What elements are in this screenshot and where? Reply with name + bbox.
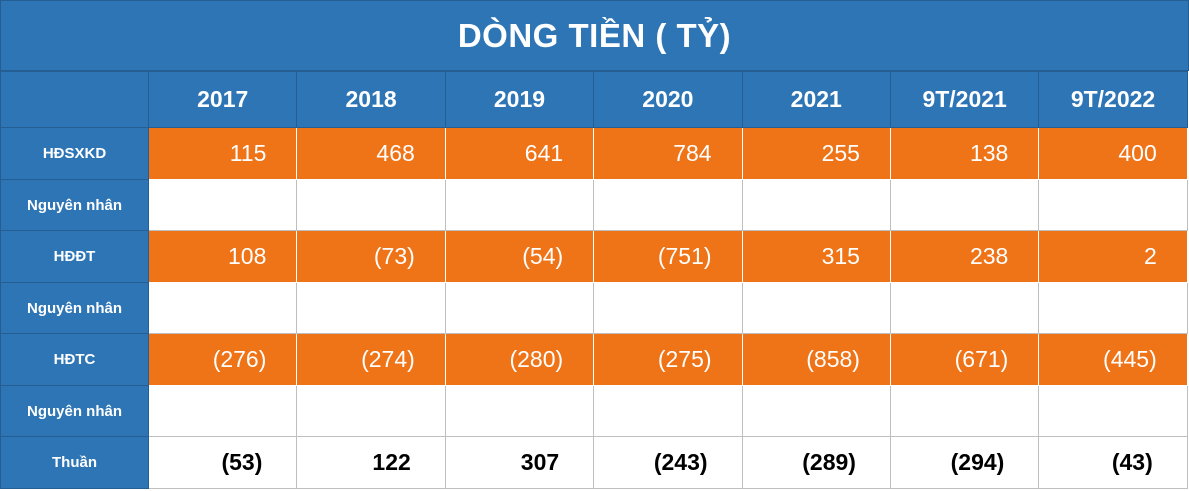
- value-cell: 784: [593, 127, 743, 180]
- value-cell: 255: [741, 127, 891, 180]
- row-label: Nguyên nhân: [0, 282, 149, 334]
- empty-cell: [147, 179, 298, 231]
- empty-cell: [147, 282, 298, 334]
- row-label: HĐSXKD: [0, 127, 149, 180]
- total-cell: (289): [741, 436, 891, 489]
- empty-cell: [1038, 385, 1188, 437]
- empty-cell: [444, 282, 595, 334]
- value-cell: (54): [444, 230, 595, 283]
- row-hdsxkd: HĐSXKD 115 468 641 784 255 138 400: [0, 127, 1188, 180]
- value-cell: (73): [296, 230, 446, 283]
- value-cell: 468: [296, 127, 446, 180]
- empty-cell: [1038, 282, 1188, 334]
- empty-cell: [741, 179, 891, 231]
- column-header: 2017: [147, 71, 298, 128]
- value-cell: (751): [593, 230, 743, 283]
- total-cell: (43): [1038, 436, 1188, 489]
- total-cell: (243): [593, 436, 743, 489]
- value-cell: (280): [444, 333, 595, 386]
- empty-cell: [741, 385, 891, 437]
- empty-cell: [593, 179, 743, 231]
- value-cell: (276): [147, 333, 298, 386]
- corner-cell: [0, 71, 149, 128]
- empty-cell: [444, 179, 595, 231]
- empty-cell: [296, 385, 446, 437]
- empty-cell: [889, 385, 1040, 437]
- column-header: 2020: [593, 71, 743, 128]
- value-cell: (858): [741, 333, 891, 386]
- empty-cell: [1038, 179, 1188, 231]
- column-header: 2018: [296, 71, 446, 128]
- cash-flow-table: 2017 2018 2019 2020 2021 9T/2021 9T/2022…: [0, 71, 1188, 489]
- value-cell: 115: [147, 127, 298, 180]
- row-hdtc: HĐTC (276) (274) (280) (275) (858) (671)…: [0, 333, 1188, 386]
- row-cause-3: Nguyên nhân: [0, 385, 1188, 437]
- row-label: HĐTC: [0, 333, 149, 386]
- column-header: 9T/2022: [1038, 71, 1188, 128]
- empty-cell: [296, 179, 446, 231]
- empty-cell: [593, 282, 743, 334]
- empty-cell: [741, 282, 891, 334]
- value-cell: (445): [1038, 333, 1188, 386]
- column-header: 2019: [444, 71, 595, 128]
- empty-cell: [147, 385, 298, 437]
- empty-cell: [889, 179, 1040, 231]
- row-label: Nguyên nhân: [0, 385, 149, 437]
- empty-cell: [296, 282, 446, 334]
- value-cell: 108: [147, 230, 298, 283]
- empty-cell: [889, 282, 1040, 334]
- total-cell: 307: [444, 436, 595, 489]
- value-cell: (275): [593, 333, 743, 386]
- column-header: 2021: [741, 71, 891, 128]
- header-row: 2017 2018 2019 2020 2021 9T/2021 9T/2022: [0, 71, 1188, 128]
- total-cell: (53): [147, 436, 298, 489]
- value-cell: 641: [444, 127, 595, 180]
- row-label: Nguyên nhân: [0, 179, 149, 231]
- value-cell: 138: [889, 127, 1040, 180]
- row-net: Thuần (53) 122 307 (243) (289) (294) (43…: [0, 436, 1188, 489]
- value-cell: 315: [741, 230, 891, 283]
- row-hddt: HĐĐT 108 (73) (54) (751) 315 238 2: [0, 230, 1188, 283]
- table-title: DÒNG TIỀN ( TỶ): [0, 0, 1189, 71]
- total-cell: 122: [296, 436, 446, 489]
- value-cell: 2: [1038, 230, 1188, 283]
- total-cell: (294): [889, 436, 1040, 489]
- empty-cell: [444, 385, 595, 437]
- value-cell: (274): [296, 333, 446, 386]
- column-header: 9T/2021: [889, 71, 1040, 128]
- row-cause-2: Nguyên nhân: [0, 282, 1188, 334]
- row-cause-1: Nguyên nhân: [0, 179, 1188, 231]
- row-label: Thuần: [0, 436, 149, 489]
- empty-cell: [593, 385, 743, 437]
- value-cell: (671): [889, 333, 1040, 386]
- value-cell: 238: [889, 230, 1040, 283]
- value-cell: 400: [1038, 127, 1188, 180]
- row-label: HĐĐT: [0, 230, 149, 283]
